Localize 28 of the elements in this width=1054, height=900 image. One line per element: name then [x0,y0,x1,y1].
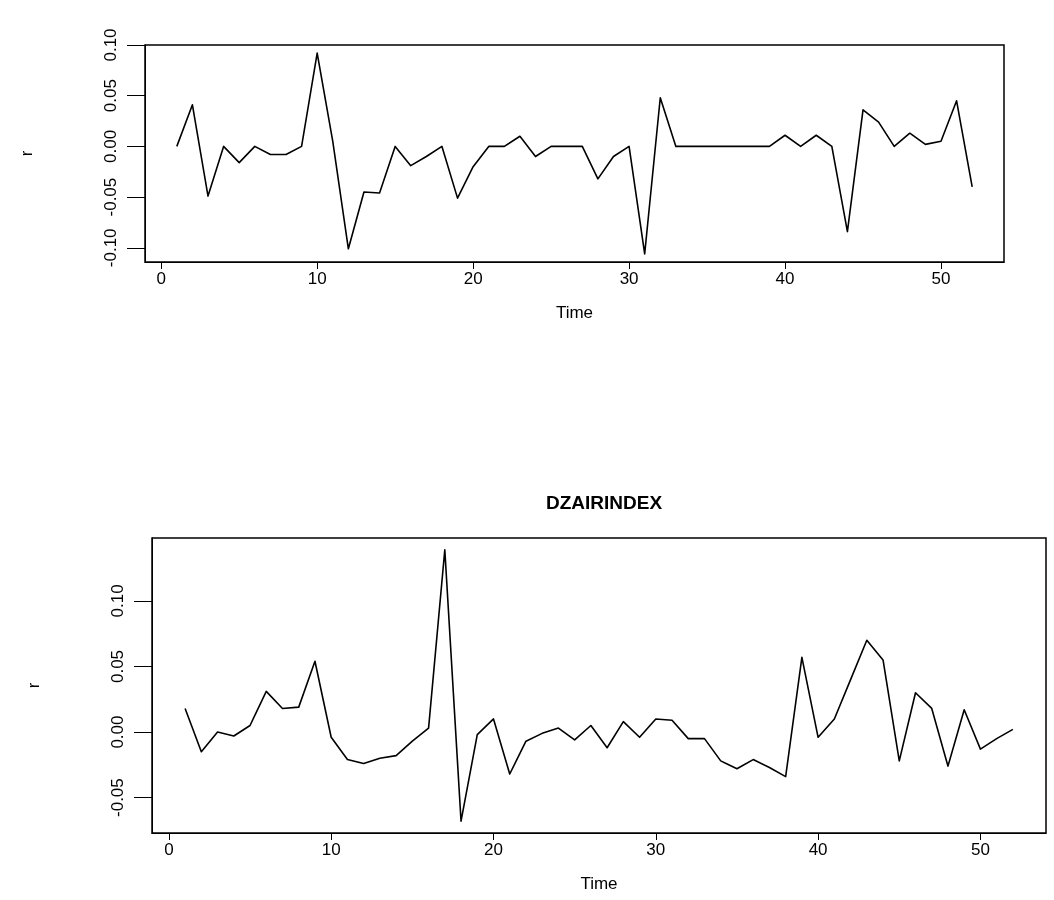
x-tick-label: 20 [484,840,503,859]
x-tick-label: 50 [970,840,990,859]
line-series [176,52,973,255]
y-tick-label: -0.05 [108,778,127,817]
x-tick-label: 30 [619,269,639,288]
x-tick-label: 40 [808,840,828,859]
y-tick-label: 0.00 [108,715,127,749]
y-axis-title: r [24,682,43,689]
y-axis-title: r [17,150,36,157]
line-series [184,549,1014,822]
x-axis-title: Time [555,303,594,322]
x-tick-label: 0 [164,840,174,859]
x-tick-label: 30 [646,840,666,859]
x-tick-label: 10 [307,269,327,288]
y-tick-label: 0.05 [108,649,127,684]
y-tick-label: 0.00 [101,129,120,163]
y-tick-label: 0.05 [101,79,120,113]
y-tick-label: 0.10 [108,584,127,618]
x-axis-title: Time [580,874,618,893]
x-tick-label: 0 [156,269,166,288]
y-tick-label: -0.05 [101,177,120,217]
x-tick-label: 20 [463,269,483,288]
chart-title: DZAIRINDEX [545,492,663,513]
y-tick-label: -0.10 [101,228,120,268]
x-tick-label: 40 [775,269,795,288]
x-tick-label: 50 [931,269,951,288]
y-tick-label: 0.10 [101,28,120,62]
x-tick-label: 10 [321,840,341,859]
